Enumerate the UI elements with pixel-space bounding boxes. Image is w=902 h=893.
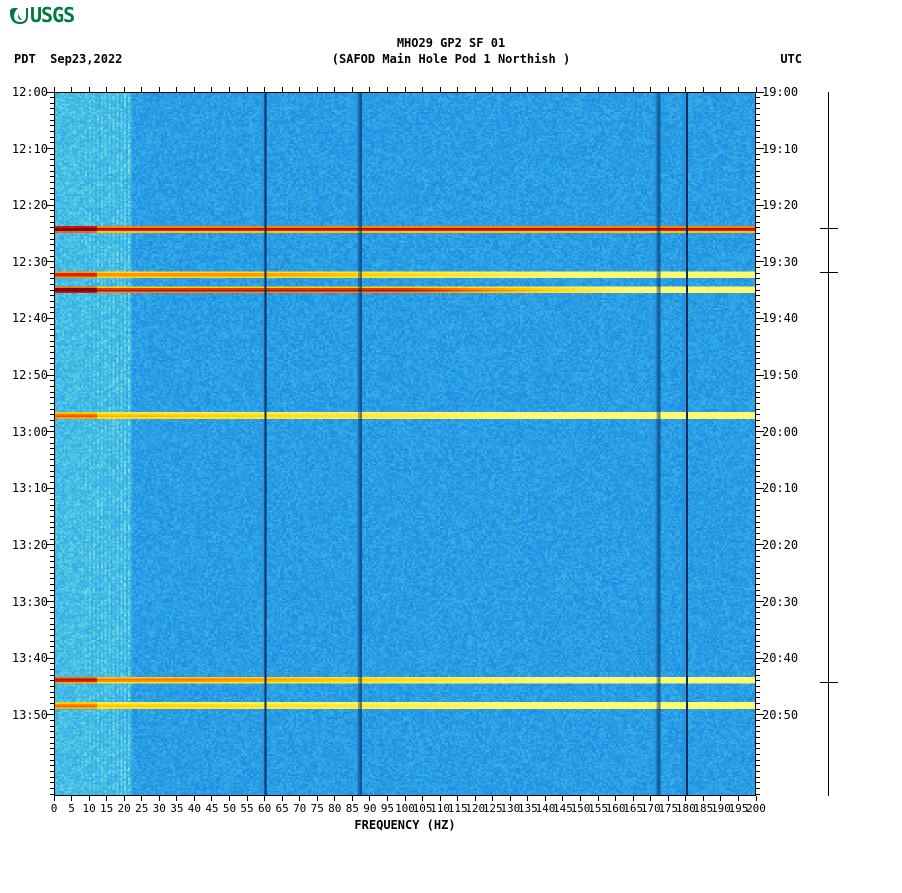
x-tick: 25 bbox=[135, 802, 148, 815]
x-tick: 70 bbox=[293, 802, 306, 815]
x-tick: 35 bbox=[170, 802, 183, 815]
title-line-2: (SAFOD Main Hole Pod 1 Northish ) bbox=[0, 52, 902, 68]
x-tick: 15 bbox=[100, 802, 113, 815]
logo-text: USGS bbox=[30, 3, 74, 27]
chart-title: MHO29 GP2 SF 01 (SAFOD Main Hole Pod 1 N… bbox=[0, 36, 902, 67]
title-line-1: MHO29 GP2 SF 01 bbox=[0, 36, 902, 52]
x-tick: 10 bbox=[82, 802, 95, 815]
x-tick: 60 bbox=[258, 802, 271, 815]
x-tick: 95 bbox=[381, 802, 394, 815]
x-tick: 45 bbox=[205, 802, 218, 815]
spectrogram-canvas bbox=[54, 92, 756, 796]
x-tick: 55 bbox=[240, 802, 253, 815]
x-tick: 20 bbox=[118, 802, 131, 815]
spectrogram-plot: 0510152025303540455055606570758085909510… bbox=[54, 92, 756, 796]
x-tick: 0 bbox=[51, 802, 58, 815]
x-axis-label: FREQUENCY (HZ) bbox=[354, 818, 455, 832]
x-tick: 65 bbox=[276, 802, 289, 815]
x-tick: 50 bbox=[223, 802, 236, 815]
x-tick: 90 bbox=[363, 802, 376, 815]
timezone-right: UTC bbox=[780, 52, 802, 66]
timezone-left: PDT Sep23,2022 bbox=[14, 52, 122, 66]
x-tick: 40 bbox=[188, 802, 201, 815]
usgs-logo: USGS bbox=[8, 3, 74, 28]
x-tick: 85 bbox=[346, 802, 359, 815]
x-tick: 200 bbox=[746, 802, 766, 815]
x-tick: 80 bbox=[328, 802, 341, 815]
aux-axis bbox=[828, 92, 848, 796]
x-tick: 75 bbox=[311, 802, 324, 815]
x-tick: 5 bbox=[68, 802, 75, 815]
x-tick: 30 bbox=[153, 802, 166, 815]
